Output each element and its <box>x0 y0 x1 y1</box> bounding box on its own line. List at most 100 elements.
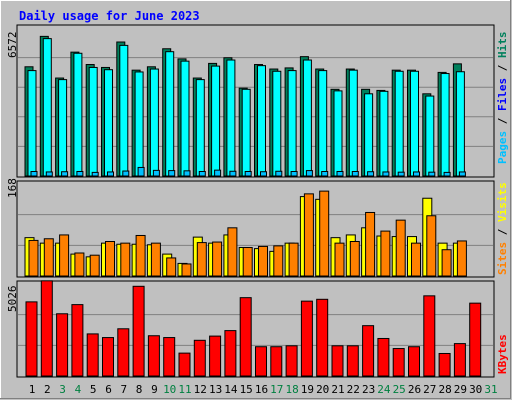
bar-kbytes-day-8 <box>132 285 145 377</box>
bar-kbytes-day-30 <box>469 302 482 377</box>
bar-hits-day-18 <box>287 70 297 177</box>
day-label-19: 19 <box>301 383 314 396</box>
bar-kbytes-day-16 <box>255 346 267 377</box>
day-label-17: 17 <box>270 383 283 396</box>
day-label-22: 22 <box>347 383 360 396</box>
bar-hits-day-3 <box>58 79 68 177</box>
bar-hits-day-8 <box>134 71 144 177</box>
day-label-11: 11 <box>178 383 191 396</box>
day-label-23: 23 <box>362 383 375 396</box>
bar-sites-day-28 <box>441 249 452 277</box>
bar-sites-day-1 <box>28 239 39 277</box>
bar-sites-day-14 <box>227 227 238 277</box>
bar-hits-day-4 <box>73 52 83 177</box>
day-label-4: 4 <box>75 383 82 396</box>
bar-hits-day-25 <box>394 70 404 177</box>
bar-sites-day-8 <box>135 234 146 277</box>
bar-sites-day-18 <box>288 242 299 277</box>
bar-sites-day-20 <box>319 190 330 277</box>
bar-kbytes-day-29 <box>453 343 466 377</box>
bar-kbytes-day-21 <box>331 345 344 377</box>
bar-sites-day-26 <box>411 242 421 277</box>
bar-sites-day-13 <box>212 241 223 277</box>
day-label-15: 15 <box>240 383 253 396</box>
day-label-1: 1 <box>29 383 36 396</box>
bar-pages-day-28 <box>443 171 451 177</box>
day-label-20: 20 <box>316 383 329 396</box>
bar-hits-day-17 <box>272 70 282 177</box>
bar-pages-day-11 <box>183 170 191 177</box>
legend-visits: Visits <box>496 182 509 222</box>
day-label-9: 9 <box>151 383 158 396</box>
bar-sites-day-4 <box>74 252 85 277</box>
bar-sites-day-11 <box>181 263 192 277</box>
bar-pages-day-18 <box>290 170 298 177</box>
bar-kbytes-day-2 <box>40 280 53 377</box>
day-label-10: 10 <box>163 383 176 396</box>
bar-kbytes-day-18 <box>285 345 298 377</box>
chart-title: Daily usage for June 2023 <box>19 9 200 23</box>
panel-hits-frame <box>16 24 495 178</box>
bar-kbytes-day-14 <box>224 330 237 377</box>
bar-kbytes-day-3 <box>56 313 69 377</box>
bar-sites-day-27 <box>426 215 437 277</box>
bar-pages-day-3 <box>61 171 69 177</box>
bar-pages-day-8 <box>137 166 145 177</box>
bar-kbytes-day-7 <box>117 328 130 377</box>
bars <box>24 35 482 377</box>
bar-hits-day-6 <box>104 69 113 177</box>
legend-sep-3: / <box>496 222 509 242</box>
bar-sites-day-22 <box>349 241 360 277</box>
legend-sites: Sites <box>496 242 509 275</box>
bar-kbytes-day-15 <box>239 297 252 377</box>
bar-sites-day-16 <box>258 245 268 277</box>
legend-hits-files-pages: Pages / Files / Hits <box>496 32 509 165</box>
bar-sites-day-19 <box>303 193 314 277</box>
bar-hits-day-19 <box>302 59 312 177</box>
day-label-5: 5 <box>90 383 97 396</box>
bar-sites-day-24 <box>380 230 391 277</box>
bar-sites-day-21 <box>334 242 345 277</box>
day-label-6: 6 <box>105 383 112 396</box>
bar-hits-day-1 <box>27 70 37 177</box>
bar-hits-day-15 <box>241 88 251 177</box>
bar-kbytes-day-17 <box>270 346 283 377</box>
day-label-29: 29 <box>454 383 467 396</box>
day-label-25: 25 <box>393 383 406 396</box>
bar-pages-day-10 <box>168 170 176 177</box>
bar-pages-day-24 <box>382 171 390 177</box>
bar-kbytes-day-28 <box>438 352 451 377</box>
bar-pages-day-16 <box>260 171 267 177</box>
bar-hits-day-16 <box>257 65 266 177</box>
bar-hits-day-20 <box>318 70 328 177</box>
bar-kbytes-day-5 <box>86 333 99 377</box>
bar-hits-day-5 <box>88 66 98 177</box>
bar-kbytes-day-22 <box>346 345 359 377</box>
bar-kbytes-day-27 <box>423 295 436 377</box>
bar-hits-day-13 <box>211 65 221 177</box>
bar-kbytes-day-11 <box>178 352 191 377</box>
bar-pages-day-27 <box>428 171 436 177</box>
visits-ymax-label: 168 <box>6 178 19 198</box>
bar-pages-day-1 <box>30 170 38 177</box>
day-label-16: 16 <box>255 383 268 396</box>
bar-sites-day-10 <box>166 257 177 277</box>
bar-kbytes-day-6 <box>102 337 114 377</box>
bar-pages-day-14 <box>229 170 237 177</box>
legend-hits: Hits <box>496 32 509 59</box>
day-label-27: 27 <box>423 383 436 396</box>
bar-sites-day-12 <box>196 242 207 277</box>
legend-pages: Pages <box>496 131 509 164</box>
hits-ymax-label: 6572 <box>6 32 19 59</box>
bar-hits-day-2 <box>42 38 52 177</box>
bar-kbytes-day-26 <box>408 346 420 377</box>
bar-pages-day-4 <box>76 170 84 177</box>
bar-pages-day-5 <box>91 171 99 177</box>
day-label-2: 2 <box>44 383 51 396</box>
legend-files: Files <box>496 78 509 111</box>
bar-sites-day-23 <box>365 211 376 277</box>
bar-sites-day-25 <box>395 219 406 277</box>
day-label-7: 7 <box>120 383 127 396</box>
bar-kbytes-day-24 <box>377 337 390 377</box>
